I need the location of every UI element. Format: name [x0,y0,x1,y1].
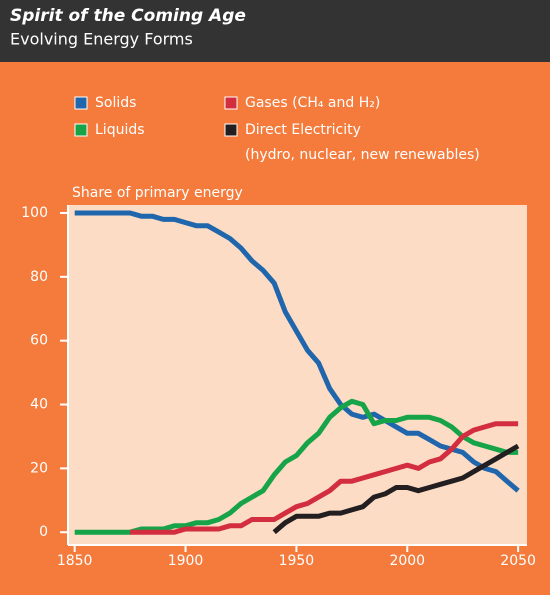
series-line [74,210,520,493]
legend-swatch [224,123,238,137]
chart-title: Spirit of the Coming Age [10,6,246,26]
legend-label: Gases (CH₄ and H₂) [245,95,380,111]
x-tick-label: 2000 [389,553,425,569]
legend-label: Direct Electricity [245,122,361,138]
legend-swatch [74,123,88,137]
header [0,0,550,62]
series-line [74,398,519,535]
x-tick-label: 1850 [57,553,93,569]
y-tick-label: 100 [21,205,48,221]
plot-area [68,205,527,545]
legend-label: Liquids [95,122,145,138]
y-tick-label: 40 [30,397,48,413]
series-line [272,443,520,535]
x-tick-label: 1950 [279,553,315,569]
y-tick-label: 0 [39,524,48,540]
y-axis-label: Share of primary energy [72,185,243,201]
series-line [130,421,519,535]
legend-swatch [224,96,238,110]
x-tick-label: 1900 [168,553,204,569]
y-tick-label: 80 [30,269,48,285]
y-tick-label: 60 [30,333,48,349]
legend-label: Solids [95,95,136,111]
legend-swatch [74,96,88,110]
x-tick-label: 2050 [500,553,536,569]
chart-subtitle: Evolving Energy Forms [10,30,193,49]
legend-note: (hydro, nuclear, new renewables) [245,147,480,163]
y-tick-label: 20 [30,460,48,476]
